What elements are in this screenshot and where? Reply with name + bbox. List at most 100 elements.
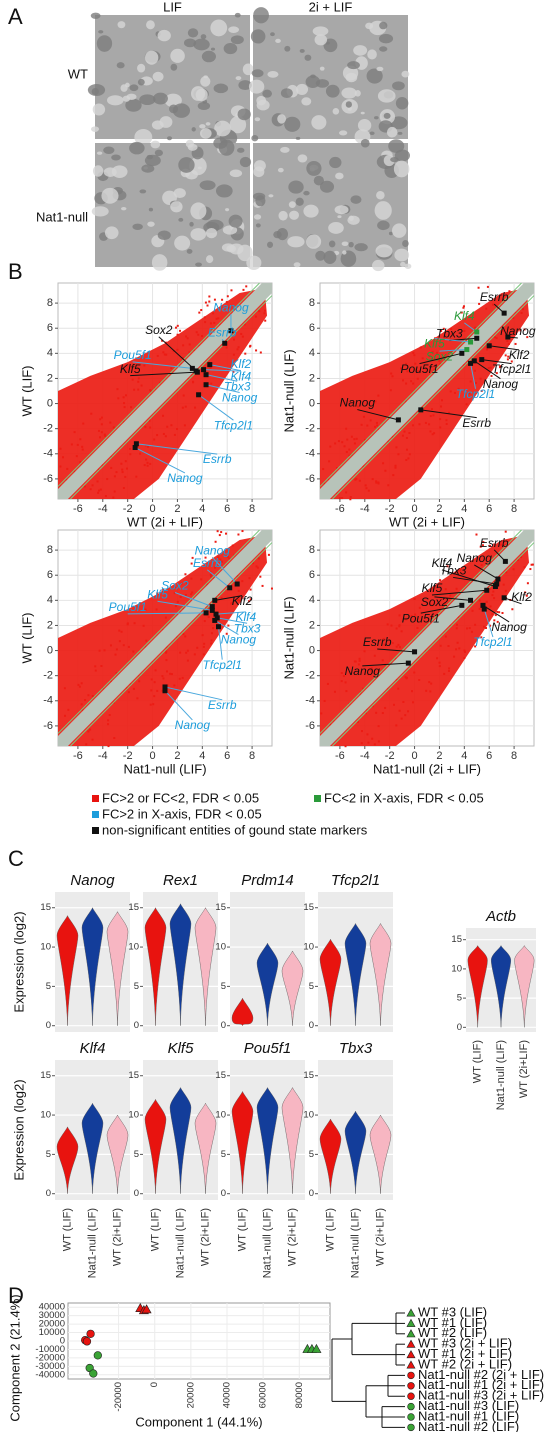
violin <box>369 1114 392 1194</box>
cloud-speck <box>241 335 244 338</box>
cell-colony <box>238 80 252 91</box>
cell-colony <box>304 54 312 61</box>
cloud-speck <box>374 400 377 403</box>
cloud-speck <box>523 328 526 331</box>
cloud-speck <box>416 626 419 629</box>
cloud-speck <box>329 445 332 448</box>
cloud-speck <box>91 738 94 741</box>
cloud-speck <box>225 532 228 535</box>
cloud-speck <box>212 312 215 315</box>
cloud-speck <box>192 348 195 351</box>
cloud-speck <box>499 366 502 369</box>
cloud-speck <box>397 687 400 690</box>
cell-colony <box>170 63 178 71</box>
gene-label: Nanog <box>340 396 376 410</box>
cloud-speck <box>120 462 123 465</box>
cloud-speck <box>162 588 165 591</box>
cloud-speck <box>263 312 266 315</box>
marker-point <box>194 369 200 375</box>
violin <box>319 1118 342 1194</box>
cloud-speck <box>175 326 178 329</box>
cloud-speck <box>203 642 206 645</box>
cloud-speck <box>439 579 442 582</box>
y-axis-label: Nat1-null (LIF) <box>281 349 296 432</box>
legend-swatch <box>314 795 321 802</box>
cloud-speck <box>122 396 125 399</box>
cell-colony <box>383 112 391 119</box>
cloud-speck <box>186 659 189 662</box>
cell-colony <box>90 126 100 133</box>
cloud-speck <box>122 486 125 489</box>
cloud-speck <box>326 682 329 685</box>
cell-colony <box>400 261 406 267</box>
cell-colony <box>280 88 293 99</box>
cell-colony <box>348 241 354 248</box>
cloud-speck <box>210 642 213 645</box>
cloud-speck <box>97 491 100 494</box>
cloud-speck <box>482 541 485 544</box>
cloud-speck <box>240 332 243 335</box>
cloud-speck <box>459 569 462 572</box>
cloud-speck <box>433 368 436 371</box>
cloud-speck <box>243 323 246 326</box>
cell-colony <box>357 119 372 132</box>
gene-label: Klf4 <box>454 309 475 323</box>
cloud-speck <box>67 708 70 711</box>
cell-colony <box>169 104 179 114</box>
leader-line <box>132 361 193 369</box>
cloud-speck <box>97 489 100 492</box>
cloud-speck <box>345 427 348 430</box>
cloud-speck <box>165 646 168 649</box>
cloud-speck <box>96 480 99 483</box>
cloud-speck <box>210 632 213 635</box>
violin <box>169 1086 192 1194</box>
cloud-speck <box>137 380 140 383</box>
cloud-speck <box>225 632 228 635</box>
cloud-speck <box>430 358 433 361</box>
gene-title: Prdm14 <box>241 872 294 889</box>
cloud-speck <box>81 448 84 451</box>
cell-colony <box>190 86 206 101</box>
cell-colony <box>315 250 326 261</box>
x-axis-label: Component 1 (44.1%) <box>135 1414 262 1429</box>
marker-point <box>213 611 219 617</box>
cell-colony <box>122 95 131 102</box>
cloud-speck <box>98 436 101 439</box>
cloud-speck <box>399 652 402 655</box>
y-tick-label: 10000 <box>39 1327 65 1338</box>
leaf-label: Nat1-null #2 (LIF) <box>418 1419 519 1432</box>
cloud-speck <box>514 342 517 345</box>
cloud-speck <box>439 418 442 421</box>
cell-colony <box>268 194 274 198</box>
gene-title: Tfcp2l1 <box>331 872 380 889</box>
cloud-speck <box>172 350 175 353</box>
column-label: LIF <box>163 0 182 14</box>
x-tick-label: 80000 <box>294 1382 305 1408</box>
cloud-speck <box>485 307 488 310</box>
x-tick-label: -2 <box>385 750 395 762</box>
cloud-speck <box>107 723 110 726</box>
cloud-speck <box>152 703 155 706</box>
cloud-speck <box>202 645 205 648</box>
cloud-speck <box>402 379 405 382</box>
cloud-speck <box>208 295 211 298</box>
cloud-speck <box>125 394 128 397</box>
gene-label: Tfcp2l1 <box>214 418 253 432</box>
gene-label: Klf2 <box>232 594 253 608</box>
cloud-speck <box>115 648 118 651</box>
violin <box>319 938 342 1026</box>
marker-point <box>228 328 234 334</box>
column-label: 2i + LIF <box>309 0 353 14</box>
cloud-speck <box>182 394 185 397</box>
y-tick-label: 0 <box>309 397 315 409</box>
cloud-speck <box>165 650 168 653</box>
cloud-speck <box>87 694 90 697</box>
cloud-speck <box>473 369 476 372</box>
cloud-speck <box>131 378 134 381</box>
marker-point <box>162 688 168 694</box>
y-tick-label: 8 <box>309 544 315 556</box>
cloud-speck <box>413 671 416 674</box>
cell-colony <box>332 107 340 115</box>
cloud-speck <box>346 438 349 441</box>
cell-colony <box>129 84 139 92</box>
